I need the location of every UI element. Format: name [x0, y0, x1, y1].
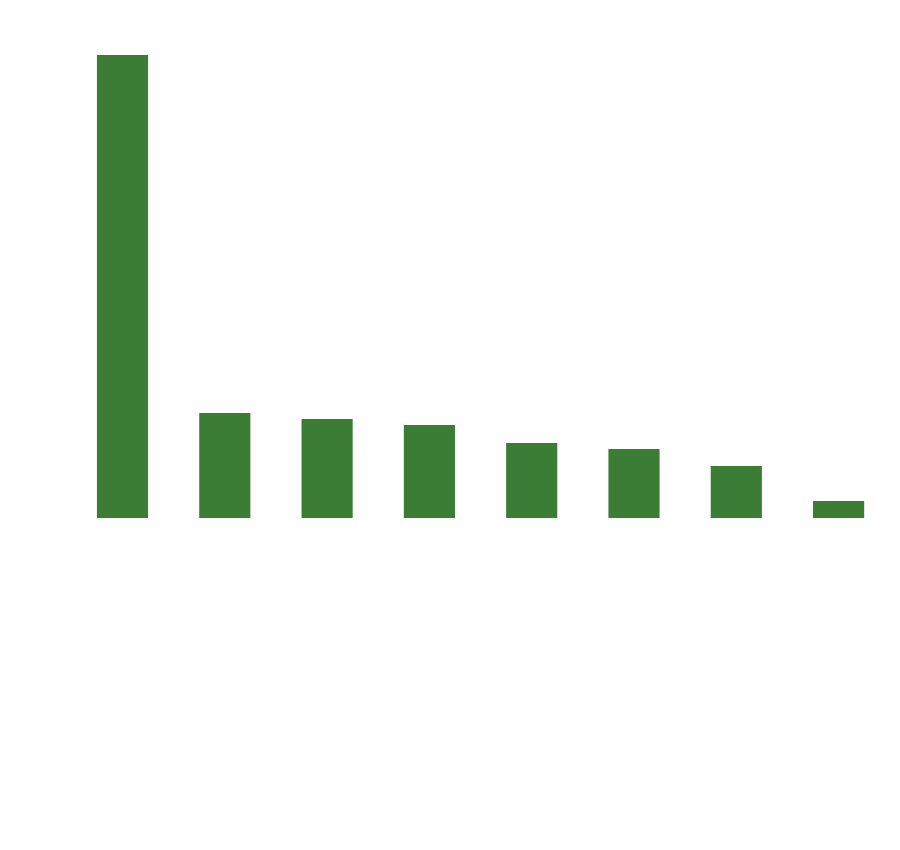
- bar: [506, 443, 558, 518]
- bar: [608, 449, 660, 518]
- bar: [96, 55, 149, 518]
- bar: [199, 413, 251, 518]
- bar: [710, 466, 762, 518]
- bar: [813, 501, 865, 518]
- bar: [403, 425, 455, 518]
- bar: [301, 419, 353, 518]
